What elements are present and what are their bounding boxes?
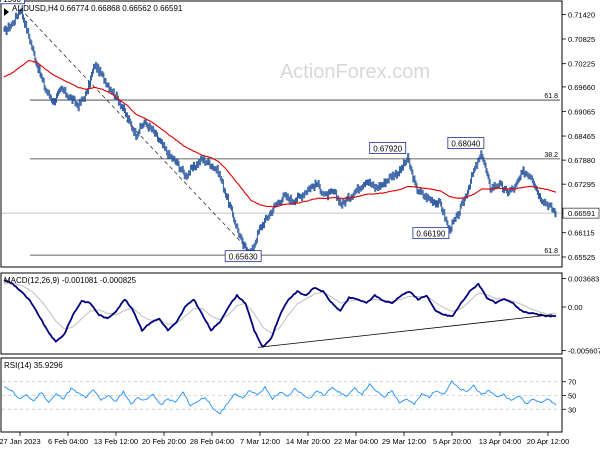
y-tick-label: 0.69065 <box>568 107 595 116</box>
y-tick-label: 0.69660 <box>568 83 595 92</box>
rsi-line <box>3 380 557 415</box>
y-tick-label: 0.70225 <box>568 60 595 69</box>
price-layer: 61.8 38.2 61.8 0.71560 0.65630 0.67920 0.68040… <box>0 0 562 263</box>
y-tick-label: 0.70825 <box>568 35 595 44</box>
y-tick-label: 0.67295 <box>568 180 595 189</box>
rsi-tick-label: 50 <box>568 392 576 401</box>
annotation-label: 0.65630 <box>229 253 258 262</box>
x-tick-label: 7 Mar 12:00 <box>240 437 280 446</box>
ema-line <box>3 60 557 208</box>
annotation-box <box>447 137 485 149</box>
x-tick-label: 6 Feb 04:00 <box>48 437 88 446</box>
rsi-title: RSI(14) 35.9296 <box>4 361 63 370</box>
rsi-tick-label: 30 <box>568 405 576 414</box>
axis-layer: 0.71420 0.70825 0.70225 0.69660 0.69065 0.684… <box>0 11 600 446</box>
macd-tick-label: 0.003683 <box>568 274 599 283</box>
rsi-panel-frame <box>0 357 563 433</box>
y-tick-label: 0.66115 <box>568 229 595 238</box>
price-title: AUDUSD,H4 0.66774 0.66868 0.66562 0.6659… <box>4 4 183 16</box>
collapse-arrow-icon <box>4 8 9 16</box>
macd-tick-label: -0.005607 <box>568 347 600 356</box>
annotation-box <box>412 227 450 240</box>
macd-tick-label: 0.00 <box>568 303 583 312</box>
x-tick-label: 27 Jan 2023 <box>0 437 41 446</box>
annotation-box <box>0 0 25 5</box>
annotation-box <box>224 250 262 263</box>
ohlc-label: 0.66774 0.66868 0.66562 0.66591 <box>60 4 183 13</box>
annotation-label: 0.66190 <box>416 230 445 239</box>
y-tick-label: 0.66591 <box>568 209 595 218</box>
current-price-box <box>562 207 600 219</box>
fib-label: 61.8 <box>544 248 558 255</box>
x-tick-label: 20 Apr 12:00 <box>527 437 570 446</box>
annotation-label: 0.71560 <box>0 0 21 4</box>
annotation-label: 0.68040 <box>451 140 480 149</box>
y-tick-label: 0.68465 <box>568 132 595 141</box>
x-tick-label: 13 Apr 04:00 <box>479 437 522 446</box>
watermark: ActionForex.com <box>280 61 430 83</box>
x-tick-label: 13 Feb 12:00 <box>94 437 138 446</box>
x-tick-label: 5 Apr 20:00 <box>433 437 471 446</box>
macd-layer <box>3 279 557 348</box>
y-tick-label: 0.71420 <box>568 11 595 20</box>
x-tick-label: 14 Mar 20:00 <box>286 437 330 446</box>
y-tick-label: 0.65525 <box>568 253 595 262</box>
rsi-layer <box>2 380 562 415</box>
annotation-label: 0.67920 <box>373 144 402 153</box>
fib-label: 61.8 <box>544 93 558 100</box>
x-tick-label: 29 Mar 12:00 <box>382 437 426 446</box>
y-tick-label: 0.67880 <box>568 156 595 165</box>
x-tick-label: 20 Feb 20:00 <box>142 437 186 446</box>
rsi-tick-label: 70 <box>568 378 576 387</box>
fib-label: 38.2 <box>544 152 558 159</box>
macd-panel-frame <box>0 272 563 355</box>
annotation-box <box>369 142 407 154</box>
symbol-label: AUDUSD,H4 <box>12 4 59 13</box>
macd-main-line <box>3 279 557 348</box>
price-panel-frame <box>0 0 563 268</box>
x-tick-label: 22 Mar 04:00 <box>334 437 378 446</box>
x-tick-label: 28 Feb 04:00 <box>190 437 234 446</box>
macd-trendline <box>257 314 553 348</box>
macd-title: MACD(12,26,9) -0.001081 -0.000825 <box>4 276 137 285</box>
